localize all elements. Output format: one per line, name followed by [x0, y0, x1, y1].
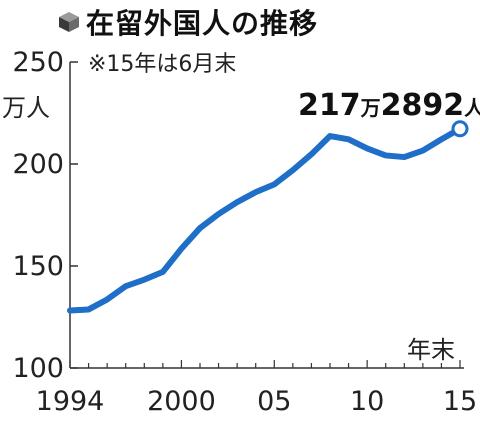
x-tick-label: 1994: [36, 386, 105, 417]
x-tick-label: 2000: [147, 386, 216, 417]
x-tick-label: 10: [350, 386, 384, 417]
x-axis-ticks: 1994 2000 05 10 15: [36, 360, 477, 417]
chart-title: 在留外国人の推移: [86, 7, 319, 40]
y-tick-label: 250: [12, 47, 64, 78]
latest-value-rest: 2892: [380, 88, 465, 123]
latest-value-main: 217: [298, 88, 361, 123]
chart-title-group: 在留外国人の推移: [58, 2, 318, 42]
y-tick-label: 100: [12, 353, 64, 384]
y-axis-ticks: 250 200 150 100: [12, 47, 78, 384]
y-axis-unit: 万人: [2, 94, 50, 122]
latest-value-label: 217万2892人: [298, 88, 480, 123]
y-tick-label: 150: [12, 251, 64, 282]
x-axis-unit: 年末: [407, 336, 455, 364]
cube-icon: [59, 12, 79, 32]
x-tick-label: 15: [443, 386, 477, 417]
chart-series: [67, 120, 469, 314]
chart-axes: [69, 62, 464, 369]
series-line: [67, 125, 463, 314]
latest-value-unit-nin: 人: [464, 96, 480, 120]
chart-note: ※15年は6月末: [88, 52, 237, 77]
x-tick-label: 05: [257, 386, 291, 417]
y-tick-label: 200: [12, 149, 64, 180]
latest-value-unit-man: 万: [360, 96, 381, 120]
latest-point-marker: [451, 120, 469, 138]
